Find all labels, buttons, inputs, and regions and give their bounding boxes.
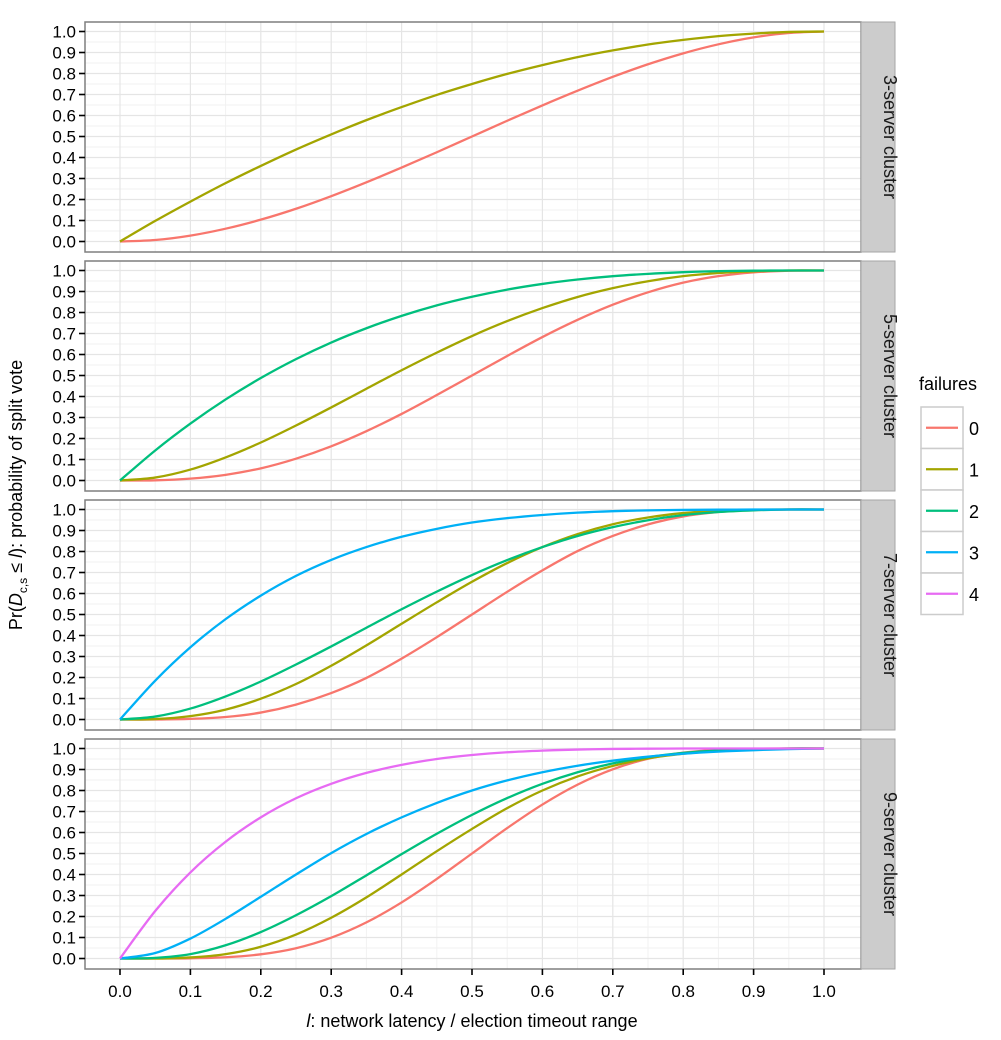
legend-title: failures bbox=[919, 374, 977, 394]
y-tick-label: 0.7 bbox=[52, 564, 76, 583]
y-tick-label: 0.8 bbox=[52, 782, 76, 801]
y-tick-label: 0.2 bbox=[52, 908, 76, 927]
y-tick-label: 0.5 bbox=[52, 606, 76, 625]
y-tick-label: 0.4 bbox=[52, 388, 76, 407]
facet-strip-label: 5-server cluster bbox=[880, 314, 900, 438]
y-tick-label: 0.5 bbox=[52, 367, 76, 386]
x-tick-label: 0.1 bbox=[179, 982, 203, 1001]
legend-label: 4 bbox=[969, 585, 979, 605]
facet-strip-label: 7-server cluster bbox=[880, 553, 900, 677]
legend-label: 1 bbox=[969, 460, 979, 480]
y-tick-label: 0.9 bbox=[52, 283, 76, 302]
x-tick-label: 0.7 bbox=[601, 982, 625, 1001]
series-line-failures-3 bbox=[119, 747, 825, 960]
x-tick-label: 0.2 bbox=[249, 982, 273, 1001]
y-tick-label: 0.9 bbox=[52, 44, 76, 63]
y-tick-label: 0.1 bbox=[52, 212, 76, 231]
series-line-failures-2 bbox=[119, 269, 825, 482]
y-tick-label: 0.3 bbox=[52, 887, 76, 906]
y-tick-label: 0.2 bbox=[52, 669, 76, 688]
y-tick-label: 0.9 bbox=[52, 522, 76, 541]
legend-label: 0 bbox=[969, 419, 979, 439]
y-axis-title: Pr(Dc,s ≤ l): probability of split vote bbox=[6, 360, 30, 630]
y-tick-label: 0.8 bbox=[52, 543, 76, 562]
y-tick-label: 0.6 bbox=[52, 824, 76, 843]
x-axis-title: l: network latency / election timeout ra… bbox=[306, 1011, 637, 1031]
y-tick-label: 0.9 bbox=[52, 761, 76, 780]
facet-strip bbox=[860, 499, 896, 731]
y-tick-label: 1.0 bbox=[52, 740, 76, 759]
legend: failures 0 1 2 3 4 bbox=[919, 374, 979, 616]
series-line-failures-4 bbox=[119, 747, 824, 960]
y-tick-label: 0.3 bbox=[52, 648, 76, 667]
series-line-failures-2 bbox=[119, 508, 825, 721]
y-tick-label: 0.8 bbox=[52, 304, 76, 323]
facet-strip-label: 9-server cluster bbox=[880, 792, 900, 916]
series-line-failures-0 bbox=[119, 30, 825, 243]
series-line-failures-1 bbox=[119, 30, 825, 243]
y-tick-label: 0.1 bbox=[52, 929, 76, 948]
facet-panel: 5-server cluster 0.0 0.1 0.2 0.3 0.4 0.5 0.6 0.7… bbox=[52, 260, 900, 492]
y-tick-label: 0.0 bbox=[52, 472, 76, 491]
facet-strip bbox=[860, 21, 896, 253]
series-line-failures-1 bbox=[119, 269, 825, 482]
y-tick-label: 0.4 bbox=[52, 627, 76, 646]
y-tick-label: 1.0 bbox=[52, 23, 76, 42]
y-tick-label: 0.2 bbox=[52, 191, 76, 210]
legend-label: 2 bbox=[969, 502, 979, 522]
y-tick-label: 0.6 bbox=[52, 346, 76, 365]
facet-panels: 3-server cluster 0.0 0.1 0.2 0.3 0.4 0.5 0.6 0.7… bbox=[52, 21, 900, 970]
x-tick-label: 0.3 bbox=[319, 982, 343, 1001]
legend-label: 3 bbox=[969, 543, 979, 563]
y-tick-label: 0.7 bbox=[52, 86, 76, 105]
facet-panel: 9-server cluster 0.0 0.1 0.2 0.3 0.4 0.5 0.6 0.7… bbox=[52, 738, 900, 970]
y-tick-label: 0.7 bbox=[52, 325, 76, 344]
y-tick-label: 0.0 bbox=[52, 950, 76, 969]
y-tick-label: 0.3 bbox=[52, 170, 76, 189]
y-tick-label: 0.7 bbox=[52, 803, 76, 822]
series-line-failures-0 bbox=[119, 269, 825, 482]
y-tick-label: 0.1 bbox=[52, 451, 76, 470]
facet-panel: 7-server cluster 0.0 0.1 0.2 0.3 0.4 0.5 0.6 0.7… bbox=[52, 499, 900, 731]
series-line-failures-2 bbox=[119, 747, 825, 960]
x-tick-label: 0.8 bbox=[671, 982, 695, 1001]
facet-strip-label: 3-server cluster bbox=[880, 75, 900, 199]
x-tick-label: 0.4 bbox=[390, 982, 414, 1001]
x-tick-label: 0.9 bbox=[742, 982, 766, 1001]
y-tick-label: 0.4 bbox=[52, 149, 76, 168]
y-tick-label: 0.5 bbox=[52, 845, 76, 864]
y-tick-label: 0.8 bbox=[52, 65, 76, 84]
x-tick-label: 1.0 bbox=[812, 982, 836, 1001]
facet-panel: 3-server cluster 0.0 0.1 0.2 0.3 0.4 0.5 0.6 0.7… bbox=[52, 21, 900, 253]
y-tick-label: 1.0 bbox=[52, 501, 76, 520]
x-axis: 0.0 0.1 0.2 0.3 0.4 0.5 0.6 0.7 0.8 0.9 1.0 bbox=[108, 969, 836, 1001]
y-tick-label: 0.4 bbox=[52, 866, 76, 885]
y-tick-label: 0.2 bbox=[52, 430, 76, 449]
facet-strip bbox=[860, 260, 896, 492]
series-line-failures-1 bbox=[119, 508, 825, 721]
x-tick-label: 0.6 bbox=[531, 982, 555, 1001]
y-tick-label: 0.6 bbox=[52, 107, 76, 126]
y-tick-label: 0.6 bbox=[52, 585, 76, 604]
facet-strip bbox=[860, 738, 896, 970]
x-tick-label: 0.5 bbox=[460, 982, 484, 1001]
y-tick-label: 0.3 bbox=[52, 409, 76, 428]
y-tick-label: 0.0 bbox=[52, 711, 76, 730]
series-line-failures-3 bbox=[119, 508, 824, 721]
y-tick-label: 0.0 bbox=[52, 233, 76, 252]
y-tick-label: 0.1 bbox=[52, 690, 76, 709]
y-tick-label: 1.0 bbox=[52, 262, 76, 281]
y-tick-label: 0.5 bbox=[52, 128, 76, 147]
x-tick-label: 0.0 bbox=[108, 982, 132, 1001]
